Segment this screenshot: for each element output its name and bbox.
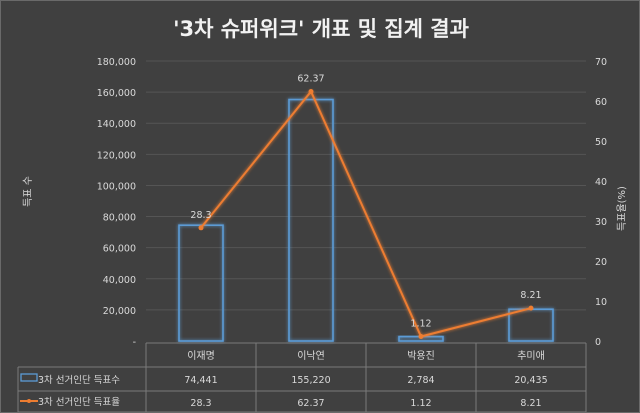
line-point-0 <box>198 225 204 231</box>
y2-tick-label: 40 <box>595 177 607 188</box>
table-cell: 155,220 <box>291 375 330 386</box>
y-tick-label: 120,000 <box>97 150 136 161</box>
table-cell: 2,784 <box>407 375 434 386</box>
y-tick-label: - <box>133 337 136 348</box>
y-tick-label: 40,000 <box>103 275 136 286</box>
table-cell: 74,441 <box>184 375 217 386</box>
y2-tick-label: 60 <box>595 97 607 108</box>
data-label: 1.12 <box>410 319 431 330</box>
y-tick-label: 80,000 <box>103 213 136 224</box>
y2-tick-label: 50 <box>595 137 607 148</box>
y2-tick-label: 20 <box>595 257 607 268</box>
y2-tick-label: 0 <box>595 337 601 348</box>
y2-tick-label: 30 <box>595 217 607 228</box>
line-point-2 <box>418 334 424 340</box>
line-point-1 <box>308 89 314 95</box>
legend-label: 3차 선거인단 득표율 <box>38 396 120 408</box>
legend-key-marker <box>27 399 31 403</box>
bar-1 <box>288 98 334 342</box>
table-cell: 62.37 <box>297 398 324 409</box>
bar-3 <box>508 308 554 342</box>
category-label: 이재명 <box>187 350 215 362</box>
category-label: 박용진 <box>407 350 435 362</box>
y-tick-label: 180,000 <box>97 57 136 68</box>
table-cell: 8.21 <box>520 398 541 409</box>
category-label: 이낙연 <box>297 350 325 362</box>
y2-tick-label: 10 <box>595 297 607 308</box>
table-cell: 28.3 <box>190 398 211 409</box>
y-tick-label: 160,000 <box>97 88 136 99</box>
legend-label: 3차 선거인단 득표수 <box>38 374 120 386</box>
category-label: 추미애 <box>517 350 545 362</box>
data-label: 8.21 <box>520 290 541 301</box>
table-cell: 1.12 <box>410 398 431 409</box>
y2-tick-label: 70 <box>595 57 607 68</box>
line-point-3 <box>528 305 534 311</box>
bar-0 <box>178 224 224 342</box>
y-tick-label: 20,000 <box>103 306 136 317</box>
table-cell: 20,435 <box>514 375 547 386</box>
y-tick-label: 100,000 <box>97 181 136 192</box>
y-tick-label: 60,000 <box>103 244 136 255</box>
chart-title: '3차 슈퍼위크' 개표 및 집계 결과 <box>173 17 469 41</box>
line-series <box>200 89 532 338</box>
data-label: 28.3 <box>190 210 211 221</box>
y-tick-label: 140,000 <box>97 119 136 130</box>
legend-key-bar <box>20 373 38 382</box>
data-label: 62.37 <box>297 74 324 85</box>
